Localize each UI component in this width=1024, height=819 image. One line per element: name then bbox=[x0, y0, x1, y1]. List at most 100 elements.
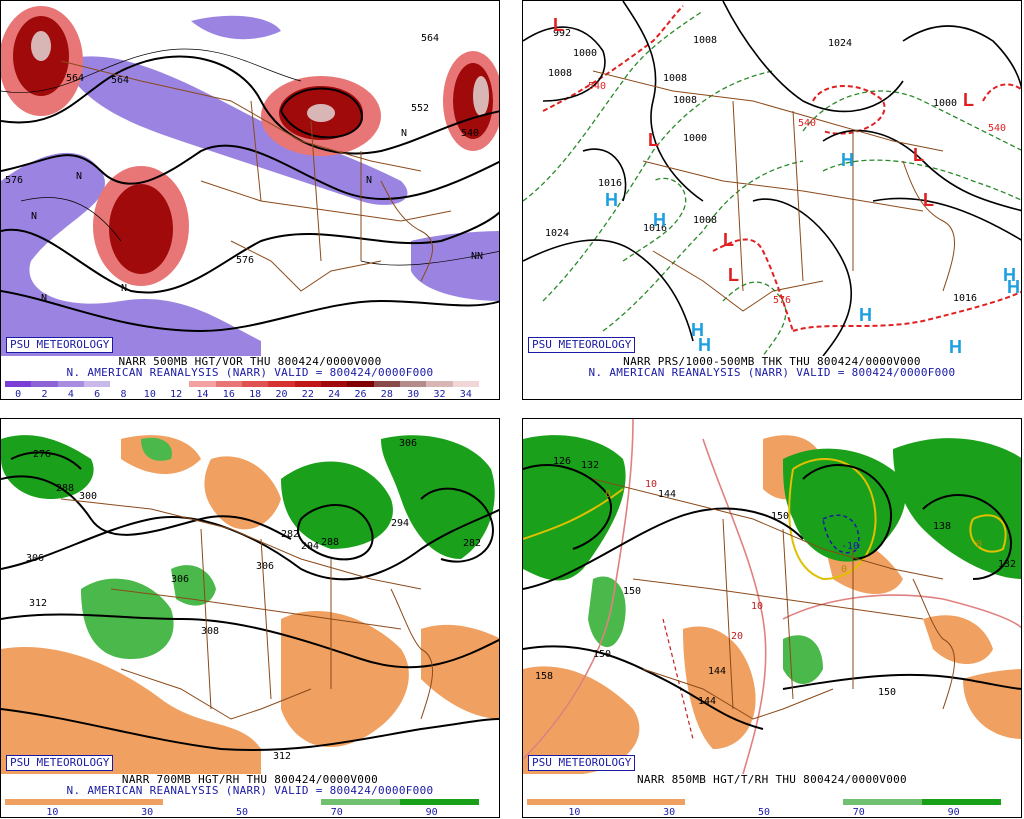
high-pressure-marker: H bbox=[1007, 277, 1020, 297]
isobar-label: 1016 bbox=[598, 178, 622, 189]
panel-mslp-thickness: 992 1000 1008 1008 1008 1008 1000 1016 1… bbox=[522, 0, 1022, 400]
low-pressure-marker: L bbox=[963, 90, 974, 110]
contour-label: 312 bbox=[273, 751, 291, 762]
contour-label: 144 bbox=[708, 666, 726, 677]
contour-label: 294 bbox=[391, 518, 409, 529]
colorbar-swatch bbox=[84, 799, 163, 805]
panel-title: NARR 500MB HGT/VOR THU 800424/0000V000 bbox=[118, 355, 382, 368]
contour-label: 276 bbox=[33, 449, 51, 460]
isobar-label: 1008 bbox=[693, 35, 717, 46]
isobar-label: 1024 bbox=[545, 228, 569, 239]
thickness-label: 576 bbox=[773, 295, 791, 306]
panel-title: NARR 850MB HGT/T/RH THU 800424/0000V000 bbox=[637, 773, 907, 786]
colorbar-ticks: 10 30 50 70 90 bbox=[527, 807, 1001, 818]
colorbar-swatch bbox=[452, 381, 479, 387]
colorbar-tick-label: 10 bbox=[46, 807, 59, 818]
contour-label: 564 bbox=[421, 33, 439, 44]
panel-valid-line: N. AMERICAN REANALYSIS (NARR) VALID = 80… bbox=[588, 366, 956, 379]
thickness-label: 540 bbox=[588, 81, 606, 92]
temperature-label: 20 bbox=[731, 631, 743, 642]
contour-label: 126 bbox=[553, 456, 571, 467]
low-pressure-marker: L bbox=[648, 130, 659, 150]
high-pressure-marker: H bbox=[949, 337, 962, 356]
colorbar-tick-label: 90 bbox=[425, 807, 438, 818]
colorbar-tick-label: 30 bbox=[663, 807, 676, 818]
colorbar-swatch bbox=[162, 381, 190, 387]
contour-label: 294 bbox=[301, 541, 319, 552]
contour-label: 306 bbox=[256, 561, 274, 572]
panel-700mb-hgt-rh: 276 288 300 306 306 306 312 308 306 282 … bbox=[0, 418, 500, 818]
colorbar-swatch bbox=[5, 381, 32, 387]
contour-label: 158 bbox=[535, 671, 553, 682]
contour-label: 282 bbox=[281, 529, 299, 540]
colorbar-tick-label: 8 bbox=[120, 389, 127, 400]
contour-label: 564 bbox=[66, 73, 84, 84]
contour-label: 306 bbox=[399, 438, 417, 449]
isobar-label: 1000 bbox=[933, 98, 957, 109]
contour-label: N bbox=[401, 128, 407, 139]
temperature-label: 0 bbox=[841, 564, 847, 575]
colorbar-swatch bbox=[163, 799, 242, 805]
low-pressure-marker: L bbox=[723, 230, 734, 250]
colorbar-tick-label: 70 bbox=[852, 807, 865, 818]
colorbar-tick-label: 10 bbox=[143, 389, 156, 400]
map-700mb-humidity: 276 288 300 306 306 306 312 308 306 282 … bbox=[1, 419, 499, 774]
map-pressure-thickness: 992 1000 1008 1008 1008 1008 1000 1016 1… bbox=[523, 1, 1021, 356]
contour-label: N bbox=[31, 211, 37, 222]
psu-meteorology-badge: PSU METEOROLOGY bbox=[6, 337, 114, 353]
colorbar-tick-label: 12 bbox=[170, 389, 183, 400]
contour-label: N bbox=[41, 293, 47, 304]
colorbar-swatch bbox=[136, 381, 163, 387]
colorbar-tick-label: 2 bbox=[41, 389, 48, 400]
low-pressure-marker: L bbox=[923, 190, 934, 210]
colorbar-tick-label: 50 bbox=[235, 807, 249, 818]
contour-label: 138 bbox=[933, 521, 951, 532]
colorbar-tick-label: 10 bbox=[568, 807, 581, 818]
contour-label: 308 bbox=[201, 626, 219, 637]
colorbar-swatch bbox=[31, 381, 58, 387]
panel-valid-line: N. AMERICAN REANALYSIS (NARR) VALID = 80… bbox=[66, 784, 434, 797]
colorbar-tick-label: 16 bbox=[222, 389, 235, 400]
colorbar-swatch bbox=[110, 381, 137, 387]
colorbar-swatch bbox=[5, 799, 84, 805]
contour-label: 132 bbox=[581, 460, 599, 471]
colorbar-tick-label: 14 bbox=[196, 389, 209, 400]
isobar-label: 1000 bbox=[573, 48, 597, 59]
high-pressure-marker: H bbox=[691, 320, 704, 340]
colorbar-swatch bbox=[685, 799, 764, 805]
colorbar-swatch bbox=[527, 799, 606, 805]
colorbar-ticks: 0 2 4 6 8 10 12 14 16 18 20 22 24 26 28 30 32 34 bbox=[5, 389, 479, 400]
colorbar-swatch bbox=[294, 381, 321, 387]
colorbar-swatch bbox=[83, 381, 111, 387]
colorbar-swatch bbox=[215, 381, 242, 387]
colorbar-tick-label: 30 bbox=[141, 807, 154, 818]
isobar-label: 1000 bbox=[683, 133, 707, 144]
contour-label: 312 bbox=[29, 598, 47, 609]
colorbar-swatch bbox=[373, 381, 400, 387]
colorbar bbox=[5, 799, 479, 805]
high-pressure-marker: H bbox=[653, 210, 666, 230]
colorbar-tick-label: 26 bbox=[354, 389, 367, 400]
temperature-label: -10 bbox=[841, 541, 859, 552]
isobar-label: 1024 bbox=[828, 38, 852, 49]
colorbar-swatch bbox=[922, 799, 1001, 805]
contour-label: 552 bbox=[411, 103, 429, 114]
colorbar-swatch bbox=[347, 381, 374, 387]
colorbar-tick-label: 0 bbox=[15, 389, 22, 400]
low-pressure-marker: L bbox=[553, 15, 564, 35]
colorbar-tick-label: 90 bbox=[947, 807, 960, 818]
isobar-label: 1008 bbox=[548, 68, 572, 79]
colorbar-tick-label: 4 bbox=[67, 389, 74, 400]
colorbar-tick-label: 50 bbox=[757, 807, 771, 818]
isobar-label: 1016 bbox=[953, 293, 977, 304]
colorbar-swatch bbox=[399, 381, 427, 387]
contour-label: N bbox=[121, 283, 127, 294]
contour-label: 144 bbox=[698, 696, 716, 707]
colorbar bbox=[527, 799, 1001, 805]
colorbar-swatch bbox=[843, 799, 922, 805]
high-pressure-marker: H bbox=[841, 150, 854, 170]
contour-label: NN bbox=[471, 251, 483, 262]
colorbar-tick-label: 18 bbox=[249, 389, 262, 400]
panel-valid-line: N. AMERICAN REANALYSIS (NARR) VALID = 80… bbox=[66, 366, 434, 379]
psu-meteorology-badge: PSU METEOROLOGY bbox=[528, 755, 636, 771]
